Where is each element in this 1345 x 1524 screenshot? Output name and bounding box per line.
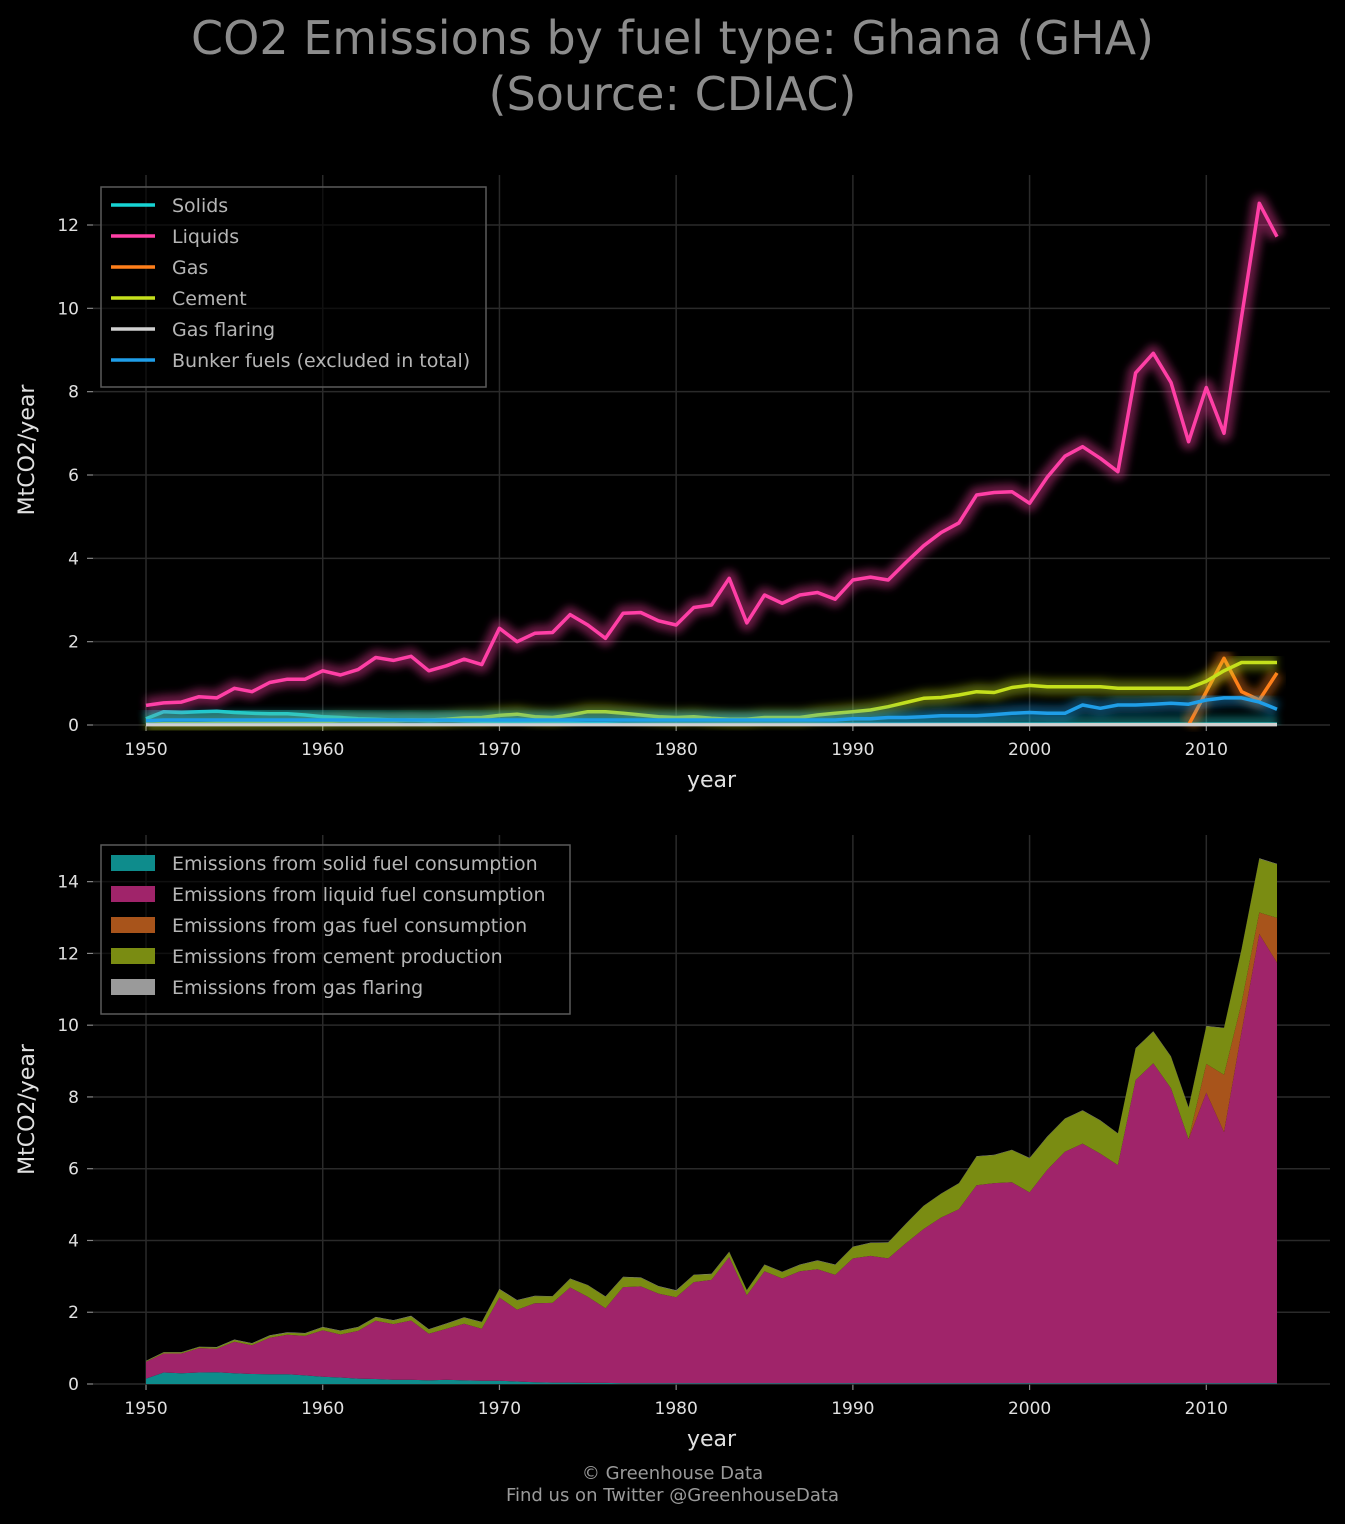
- y-tick-label: 12: [57, 216, 79, 236]
- x-tick-label: 1980: [655, 1399, 698, 1419]
- x-tick-label: 1960: [301, 740, 344, 760]
- legend-label-emissions-from-solid-fuel-consumption: Emissions from solid fuel consumption: [172, 853, 538, 875]
- legend-label-emissions-from-gas-flaring: Emissions from gas flaring: [172, 977, 423, 999]
- x-tick-label: 1960: [301, 1399, 344, 1419]
- legend-label-gas-flaring: Gas flaring: [172, 319, 275, 341]
- chart-title-line2: (Source: CDIAC): [488, 67, 857, 121]
- x-tick-label: 1970: [478, 1399, 521, 1419]
- x-tick-label: 1950: [124, 740, 167, 760]
- legend-box: [100, 844, 571, 1015]
- footer-twitter: Find us on Twitter @GreenhouseData: [505, 1485, 840, 1506]
- chart-title: CO2 Emissions by fuel type: Ghana (GHA) …: [0, 10, 1345, 122]
- x-tick-label: 1950: [124, 1399, 167, 1419]
- footer-copyright: © Greenhouse Data: [581, 1463, 764, 1484]
- x-tick-label: 2000: [1008, 1399, 1051, 1419]
- y-tick-label: 10: [57, 299, 79, 319]
- x-tick-label: 1980: [655, 740, 698, 760]
- x-tick-label: 2000: [1008, 740, 1051, 760]
- x-tick-label: 2010: [1185, 740, 1228, 760]
- footer-credit: © Greenhouse Data Find us on Twitter @Gr…: [0, 1463, 1345, 1507]
- legend-swatch-emissions-from-cement-production: [111, 948, 155, 964]
- x-tick-label: 1990: [831, 740, 874, 760]
- y-tick-label: 2: [68, 1303, 79, 1323]
- y-axis-label: MtCO2/year: [15, 384, 40, 516]
- y-tick-label: 6: [68, 466, 79, 486]
- legend-box: [100, 186, 487, 388]
- y-tick-label: 0: [68, 716, 79, 736]
- x-tick-label: 1970: [478, 740, 521, 760]
- legend-label-solids: Solids: [172, 195, 228, 217]
- legend-label-gas: Gas: [172, 257, 208, 279]
- y-tick-label: 0: [68, 1375, 79, 1395]
- series-line-bunker-fuels-excluded-in-total: [145, 696, 1278, 723]
- y-tick-label: 10: [57, 1016, 79, 1036]
- y-axis-label: MtCO2/year: [15, 1043, 40, 1175]
- y-tick-label: 12: [57, 944, 79, 964]
- area-emissions-from-liquid-fuel-consumption: [146, 934, 1277, 1384]
- legend-label-liquids: Liquids: [172, 226, 239, 248]
- series-line-liquids: [145, 201, 1279, 708]
- legend-swatch-emissions-from-liquid-fuel-consumption: [111, 886, 155, 902]
- line-chart-panel: 1950 1960 1970 1980 1990 2000 2010 0 2 4 6 8 10 12 yea…: [15, 175, 1330, 793]
- y-tick-label: 4: [68, 1231, 79, 1251]
- y-tick-label: 4: [68, 549, 79, 569]
- legend-swatch-emissions-from-gas-fuel-consumption: [111, 917, 155, 933]
- x-tick-label: 2010: [1185, 1399, 1228, 1419]
- legend-label-bunker-fuels-excluded-in-total: Bunker fuels (excluded in total): [172, 350, 470, 372]
- y-tick-label: 6: [68, 1160, 79, 1180]
- y-tick-label: 14: [57, 873, 79, 893]
- area-emissions-from-solid-fuel-consumption: [146, 1372, 1277, 1384]
- legend-swatch-emissions-from-gas-flaring: [111, 979, 155, 995]
- x-tick-label: 1990: [831, 1399, 874, 1419]
- x-axis-label: year: [687, 768, 737, 793]
- x-axis-label: year: [687, 1427, 737, 1452]
- legend-swatch-emissions-from-solid-fuel-consumption: [111, 855, 155, 871]
- chart-title-line1: CO2 Emissions by fuel type: Ghana (GHA): [191, 11, 1154, 65]
- y-tick-label: 8: [68, 1088, 79, 1108]
- stacked-area-chart-panel: 1950 1960 1970 1980 1990 2000 2010 0 2 4 6 8 10 12 14 y…: [15, 835, 1330, 1452]
- y-tick-label: 2: [68, 633, 79, 653]
- legend-label-emissions-from-liquid-fuel-consumption: Emissions from liquid fuel consumption: [172, 884, 546, 906]
- legend-label-cement: Cement: [172, 288, 247, 310]
- y-tick-label: 8: [68, 383, 79, 403]
- legend-label-emissions-from-cement-production: Emissions from cement production: [172, 946, 503, 968]
- legend-label-emissions-from-gas-fuel-consumption: Emissions from gas fuel consumption: [172, 915, 527, 937]
